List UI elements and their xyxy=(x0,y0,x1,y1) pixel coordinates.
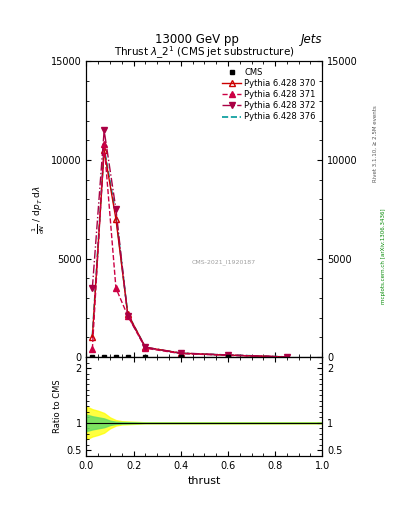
Pythia 6.428 370 xyxy=(125,311,130,317)
Line: Pythia 6.428 376: Pythia 6.428 376 xyxy=(92,148,287,357)
X-axis label: thrust: thrust xyxy=(188,476,221,486)
Pythia 6.428 371 xyxy=(178,351,183,357)
Pythia 6.428 372 xyxy=(114,206,118,212)
Pythia 6.428 376 xyxy=(285,354,289,360)
Pythia 6.428 370 xyxy=(143,344,148,350)
Pythia 6.428 376 xyxy=(226,352,230,358)
Pythia 6.428 370 xyxy=(90,334,95,340)
Line: CMS: CMS xyxy=(90,355,230,359)
Pythia 6.428 370 xyxy=(285,354,289,360)
Text: Jets: Jets xyxy=(301,33,322,46)
Pythia 6.428 372 xyxy=(125,313,130,319)
Pythia 6.428 371 xyxy=(90,346,95,352)
Pythia 6.428 376 xyxy=(90,333,95,339)
Line: Pythia 6.428 372: Pythia 6.428 372 xyxy=(90,127,290,359)
CMS xyxy=(125,354,130,360)
CMS xyxy=(114,354,118,360)
Pythia 6.428 372 xyxy=(226,352,230,358)
Pythia 6.428 371 xyxy=(143,345,148,351)
Pythia 6.428 376 xyxy=(125,311,130,317)
CMS xyxy=(143,354,148,360)
CMS xyxy=(102,354,107,360)
Pythia 6.428 372 xyxy=(285,354,289,360)
Pythia 6.428 370 xyxy=(114,216,118,222)
Pythia 6.428 372 xyxy=(178,350,183,356)
Pythia 6.428 370 xyxy=(226,352,230,358)
Line: Pythia 6.428 370: Pythia 6.428 370 xyxy=(90,147,290,360)
Pythia 6.428 376 xyxy=(102,145,107,151)
Text: CMS-2021_I1920187: CMS-2021_I1920187 xyxy=(191,260,255,265)
CMS xyxy=(178,354,183,360)
CMS xyxy=(90,354,95,360)
Text: mcplots.cern.ch [arXiv:1306.3436]: mcplots.cern.ch [arXiv:1306.3436] xyxy=(381,208,386,304)
Pythia 6.428 371 xyxy=(285,354,289,360)
Pythia 6.428 372 xyxy=(102,127,107,134)
Pythia 6.428 371 xyxy=(114,285,118,291)
Legend: CMS, Pythia 6.428 370, Pythia 6.428 371, Pythia 6.428 372, Pythia 6.428 376: CMS, Pythia 6.428 370, Pythia 6.428 371,… xyxy=(220,66,318,124)
Title: Thrust $\lambda\_2^1$ (CMS jet substructure): Thrust $\lambda\_2^1$ (CMS jet substruct… xyxy=(114,45,295,61)
Pythia 6.428 372 xyxy=(90,285,95,291)
Y-axis label: Ratio to CMS: Ratio to CMS xyxy=(53,379,62,433)
Pythia 6.428 370 xyxy=(102,147,107,153)
Pythia 6.428 372 xyxy=(143,344,148,350)
Y-axis label: $\frac{1}{\mathrm{d}N}$ / $\mathrm{d}p_T$ $\mathrm{d}\lambda$: $\frac{1}{\mathrm{d}N}$ / $\mathrm{d}p_T… xyxy=(30,185,47,234)
Pythia 6.428 376 xyxy=(178,350,183,356)
CMS xyxy=(226,354,230,360)
Pythia 6.428 370 xyxy=(178,350,183,356)
Text: Rivet 3.1.10, ≥ 2.5M events: Rivet 3.1.10, ≥ 2.5M events xyxy=(373,105,378,182)
Pythia 6.428 371 xyxy=(102,141,107,147)
Text: 13000 GeV pp: 13000 GeV pp xyxy=(154,33,239,46)
Pythia 6.428 371 xyxy=(125,313,130,319)
Pythia 6.428 376 xyxy=(114,212,118,218)
Line: Pythia 6.428 371: Pythia 6.428 371 xyxy=(90,141,290,360)
Pythia 6.428 376 xyxy=(143,345,148,351)
Pythia 6.428 371 xyxy=(226,352,230,358)
